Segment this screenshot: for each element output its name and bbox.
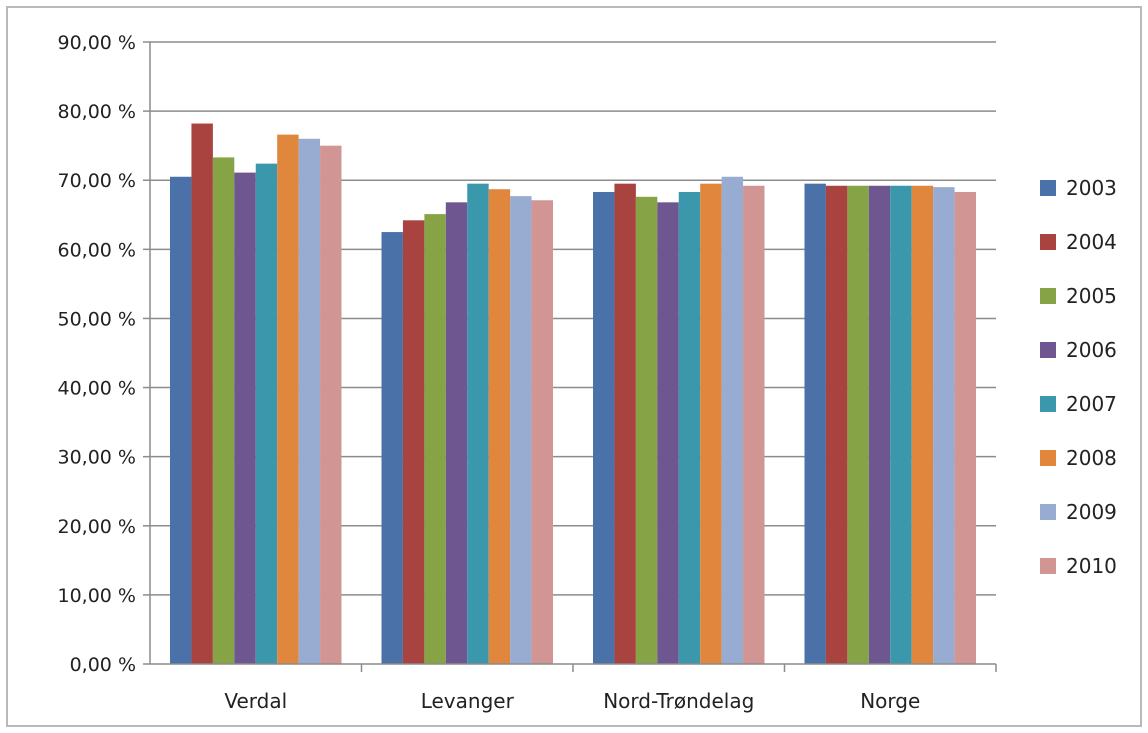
y-tick-label: 80,00 % — [58, 101, 137, 123]
bar-2008-nord-tr-ndelag — [700, 183, 722, 664]
y-tick-label: 40,00 % — [58, 378, 137, 400]
bars — [170, 123, 976, 665]
bar-2007-nord-tr-ndelag — [678, 191, 701, 664]
bar-2004-verdal — [191, 123, 213, 665]
bar-2005-levanger — [424, 214, 446, 664]
legend-label-2006: 2006 — [1066, 338, 1117, 362]
legend-swatch-2006 — [1040, 342, 1056, 358]
chart-frame: 0,00 % 10,00 % 20,00 % 30,00 % 40,00 % 50,00 … — [6, 6, 1142, 727]
bar-2007-norge — [890, 185, 912, 665]
bar-2004-norge — [825, 185, 848, 665]
legend-label-2005: 2005 — [1066, 284, 1117, 308]
y-tick-label: 60,00 % — [58, 239, 137, 261]
bar-2006-levanger — [445, 202, 468, 665]
bar-2005-norge — [847, 185, 869, 665]
bar-2008-verdal — [277, 134, 299, 664]
bar-2010-nord-tr-ndelag — [743, 185, 765, 665]
y-tick-label: 30,00 % — [58, 447, 137, 469]
x-category-label: Norge — [860, 689, 920, 713]
legend-swatch-2005 — [1040, 288, 1056, 304]
bar-2006-norge — [868, 185, 891, 665]
y-tick-label: 20,00 % — [58, 516, 137, 538]
x-category-label: Verdal — [224, 689, 287, 713]
bar-2003-norge — [804, 183, 826, 664]
bar-2003-verdal — [170, 176, 192, 664]
y-tick-label: 90,00 % — [58, 32, 137, 54]
bar-2003-levanger — [381, 232, 403, 665]
bar-2005-nord-tr-ndelag — [635, 196, 658, 664]
legend-swatch-2008 — [1040, 450, 1056, 466]
bar-2010-levanger — [531, 200, 553, 664]
x-category-label: Levanger — [421, 689, 515, 713]
legend-label-2003: 2003 — [1066, 176, 1117, 200]
bar-2009-verdal — [298, 138, 321, 664]
legend-swatch-2009 — [1040, 504, 1056, 520]
axes: 0,00 % 10,00 % 20,00 % 30,00 % 40,00 % 50,00 … — [58, 32, 997, 713]
bar-chart: 0,00 % 10,00 % 20,00 % 30,00 % 40,00 % 50,00 … — [58, 32, 1117, 713]
bar-2010-verdal — [320, 145, 342, 664]
legend-swatch-2007 — [1040, 396, 1056, 412]
bar-2010-norge — [954, 191, 976, 664]
bar-2006-nord-tr-ndelag — [657, 202, 679, 665]
legend-swatch-2010 — [1040, 558, 1056, 574]
bar-2007-levanger — [467, 183, 489, 664]
bar-2004-nord-tr-ndelag — [614, 183, 636, 664]
bar-2005-verdal — [212, 157, 235, 664]
bar-2006-verdal — [234, 172, 256, 664]
bar-2008-levanger — [488, 189, 511, 664]
bar-2009-nord-tr-ndelag — [721, 176, 744, 664]
bar-2008-norge — [911, 185, 934, 665]
y-tick-label: 0,00 % — [70, 654, 136, 676]
bar-2004-levanger — [402, 220, 425, 664]
legend-label-2009: 2009 — [1066, 500, 1117, 524]
x-category-label: Nord-Trøndelag — [603, 689, 754, 713]
legend: 2003 2004 2005 2006 2007 2008 2009 2010 — [1040, 176, 1117, 578]
legend-label-2008: 2008 — [1066, 446, 1117, 470]
bar-2009-norge — [933, 187, 955, 664]
legend-label-2007: 2007 — [1066, 392, 1117, 416]
y-tick-label: 50,00 % — [58, 308, 137, 330]
legend-label-2010: 2010 — [1066, 554, 1117, 578]
bar-2003-nord-tr-ndelag — [593, 191, 615, 664]
bar-2007-verdal — [255, 163, 278, 664]
y-tick-label: 70,00 % — [58, 170, 137, 192]
legend-label-2004: 2004 — [1066, 230, 1117, 254]
legend-swatch-2003 — [1040, 180, 1056, 196]
bar-2009-levanger — [510, 196, 532, 664]
legend-swatch-2004 — [1040, 234, 1056, 250]
y-tick-label: 10,00 % — [58, 585, 137, 607]
